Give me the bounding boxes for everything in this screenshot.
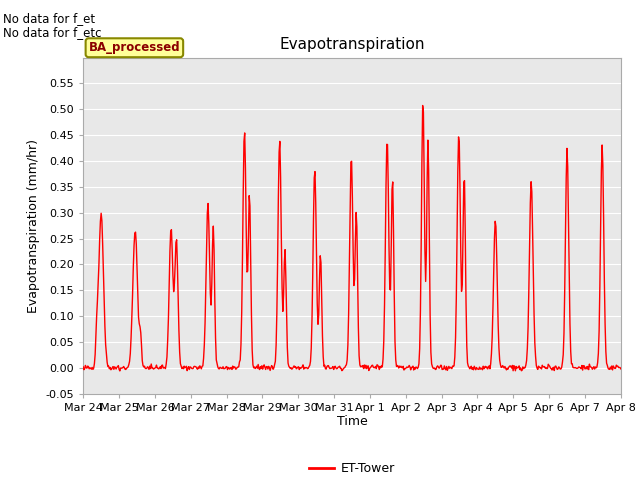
Legend: ET-Tower: ET-Tower xyxy=(304,457,400,480)
Y-axis label: Evapotranspiration (mm/hr): Evapotranspiration (mm/hr) xyxy=(27,139,40,312)
X-axis label: Time: Time xyxy=(337,415,367,429)
Text: No data for f_etc: No data for f_etc xyxy=(3,26,102,39)
Title: Evapotranspiration: Evapotranspiration xyxy=(279,37,425,52)
Text: BA_processed: BA_processed xyxy=(88,41,180,54)
Text: No data for f_et: No data for f_et xyxy=(3,12,95,25)
